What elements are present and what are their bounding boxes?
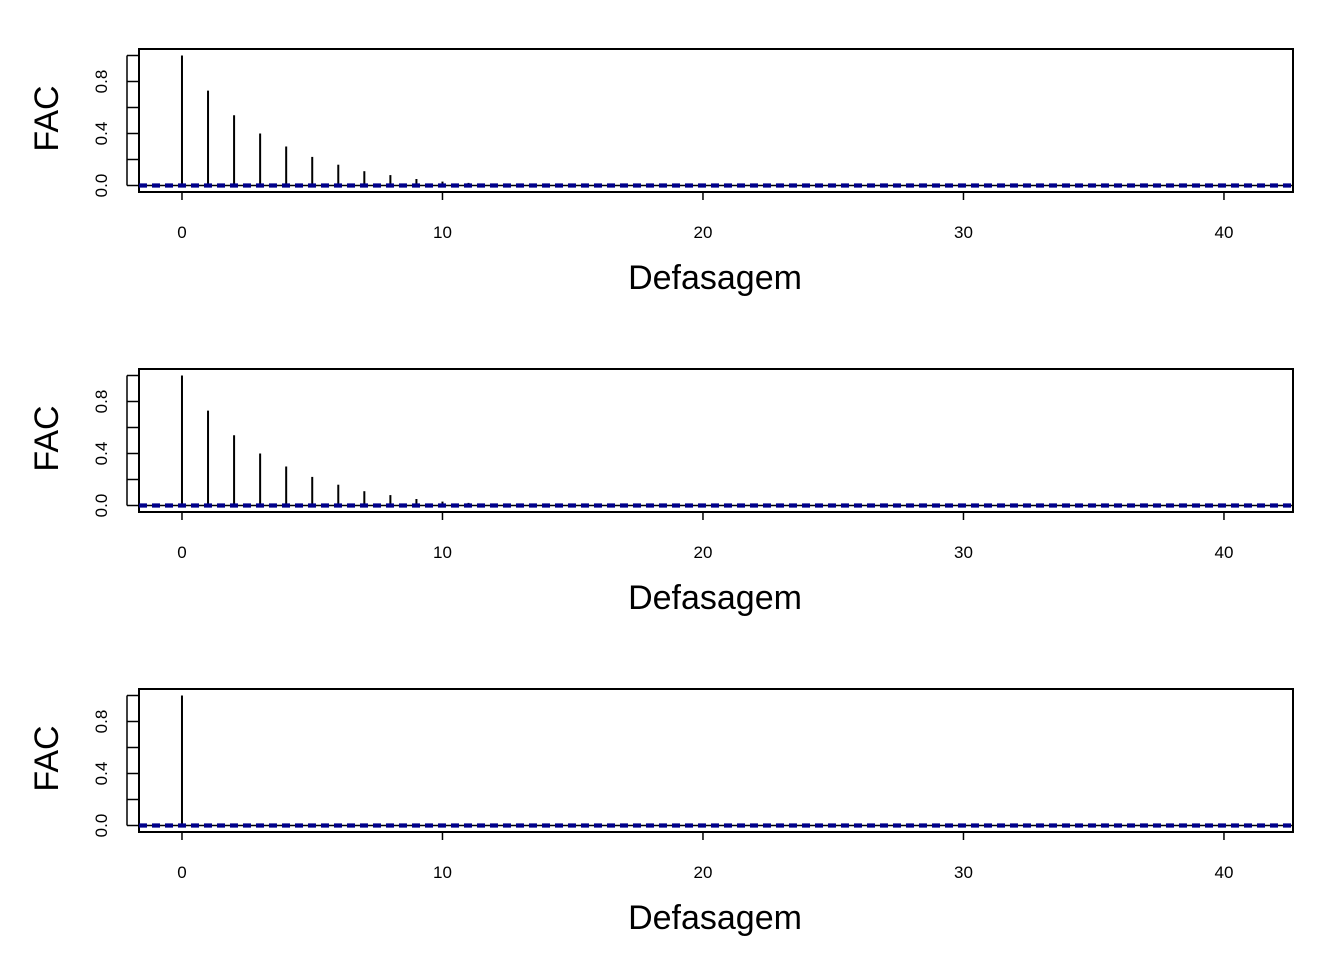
y-tick-label-0: 0.0 [92, 814, 111, 838]
acf-panel-3: 0 10 20 30 40 0.0 0.4 0.8 Defasagem FAC [28, 688, 1294, 937]
x-tick-label-10: 10 [433, 863, 452, 882]
x-tick-label-0: 0 [177, 223, 186, 242]
y-tick-label-2: 0.4 [92, 762, 111, 786]
x-tick-label-20: 20 [694, 863, 713, 882]
y-axis-title: FAC [28, 85, 66, 151]
x-tick-label-20: 20 [694, 543, 713, 562]
x-tick-label-0: 0 [177, 863, 186, 882]
x-axis-title: Defasagem [628, 579, 802, 617]
plot-frame [138, 688, 1294, 833]
x-tick-label-40: 40 [1215, 543, 1234, 562]
x-tick-label-0: 0 [177, 543, 186, 562]
acf-panel-2: 0 10 20 30 40 0.0 0.4 0.8 Defasagem FAC [28, 368, 1294, 617]
x-tick-label-30: 30 [954, 223, 973, 242]
x-tick-label-10: 10 [433, 543, 452, 562]
x-axis-title: Defasagem [628, 899, 802, 937]
y-tick-label-2: 0.4 [92, 122, 111, 146]
x-tick-label-40: 40 [1215, 863, 1234, 882]
plot-frame [138, 48, 1294, 193]
y-tick-label-4: 0.8 [92, 390, 111, 414]
y-tick-label-2: 0.4 [92, 442, 111, 466]
x-tick-label-20: 20 [694, 223, 713, 242]
y-tick-label-0: 0.0 [92, 174, 111, 198]
x-axis-title: Defasagem [628, 259, 802, 297]
acf-panel-1: 0 10 20 30 40 0.0 0.4 0.8 Defasagem FAC [28, 48, 1294, 297]
y-axis-title: FAC [28, 405, 66, 471]
y-axis-title: FAC [28, 725, 66, 791]
y-tick-label-0: 0.0 [92, 494, 111, 518]
x-tick-label-10: 10 [433, 223, 452, 242]
x-tick-label-40: 40 [1215, 223, 1234, 242]
x-tick-label-30: 30 [954, 543, 973, 562]
y-tick-label-4: 0.8 [92, 710, 111, 734]
x-tick-label-30: 30 [954, 863, 973, 882]
y-tick-label-4: 0.8 [92, 70, 111, 94]
plot-frame [138, 368, 1294, 513]
